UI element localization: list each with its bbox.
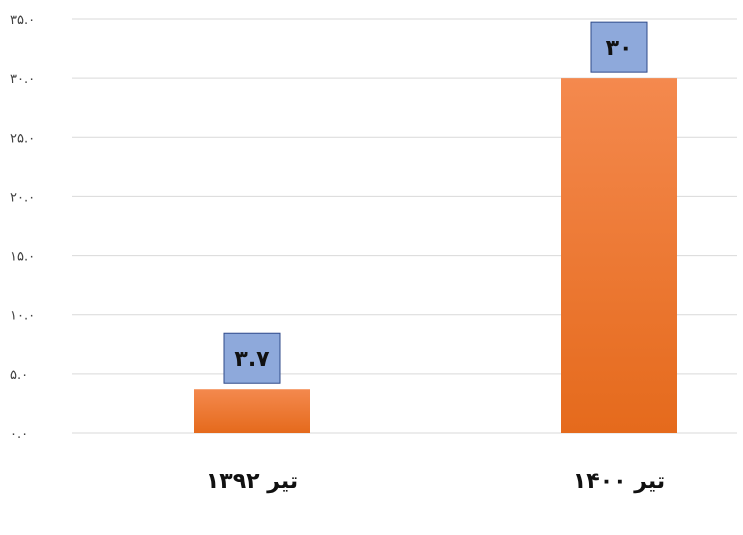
gridlines <box>72 18 737 434</box>
y-tick-label: ۵.۰ <box>10 368 28 383</box>
bars <box>194 78 677 434</box>
x-category-label: تیر ۱۴۰۰ <box>573 469 665 494</box>
x-axis-category-labels: تیر ۱۳۹۲ تیر ۱۴۰۰ <box>206 469 665 494</box>
bar <box>561 78 677 434</box>
x-category-label: تیر ۱۳۹۲ <box>206 469 298 494</box>
y-tick-label: ۱۰.۰ <box>10 309 35 324</box>
data-label-box <box>223 332 281 384</box>
y-tick-label: ۰.۰ <box>10 427 28 442</box>
y-tick-label: ۳۵.۰ <box>10 13 35 28</box>
y-tick-label: ۳۰.۰ <box>10 72 35 87</box>
data-labels: ۳.۷ ۳۰ <box>223 21 648 384</box>
data-label: ۳۰ <box>606 36 633 61</box>
y-tick-label: ۲۰.۰ <box>10 190 35 205</box>
data-label-box <box>590 21 648 73</box>
data-label: ۳.۷ <box>234 347 270 372</box>
y-tick-label: ۱۵.۰ <box>10 250 35 265</box>
y-tick-label: ۲۵.۰ <box>10 131 35 146</box>
y-axis-tick-labels: ۰.۰ ۵.۰ ۱۰.۰ ۱۵.۰ ۲۰.۰ ۲۵.۰ ۳۰.۰ ۳۵.۰ <box>10 13 35 442</box>
bar <box>194 389 310 433</box>
